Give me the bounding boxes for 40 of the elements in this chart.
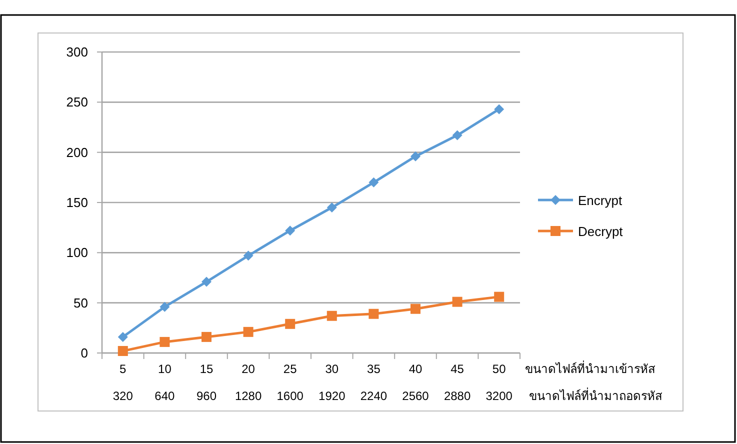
x-tick-label: 15 960 bbox=[196, 362, 217, 403]
x-tick-label: 30 1920 bbox=[318, 362, 346, 403]
point bbox=[494, 292, 504, 302]
y-tick-label: 150 bbox=[66, 195, 88, 210]
y-tick-label: 250 bbox=[66, 94, 88, 110]
point bbox=[118, 346, 128, 356]
x-tick-label: 20 1280 bbox=[234, 362, 262, 403]
y-tick-label: 50 bbox=[74, 295, 88, 310]
x-tick-label: 10 640 bbox=[154, 362, 176, 403]
point bbox=[243, 250, 254, 261]
x-tick-label: 5 320 bbox=[112, 362, 134, 403]
point bbox=[285, 226, 296, 236]
point bbox=[452, 130, 462, 140]
x-tick-label: 50 3200 bbox=[486, 362, 513, 403]
x-axis-title: ขนาดไฟล์ที่นำมาเข้ารหัส ขนาดไฟล์ที่นำมาถอดรหัส bbox=[525, 360, 663, 403]
point bbox=[368, 177, 379, 188]
point bbox=[202, 332, 212, 342]
point bbox=[368, 308, 379, 319]
point bbox=[452, 296, 462, 307]
y-tick-label: 200 bbox=[66, 144, 88, 160]
point bbox=[326, 202, 337, 213]
point bbox=[410, 151, 420, 162]
point bbox=[326, 310, 337, 321]
y-tick-label: 300 bbox=[66, 44, 88, 60]
point bbox=[118, 332, 128, 342]
x-tick-label: 35 2240 bbox=[360, 362, 388, 403]
point bbox=[494, 104, 504, 114]
point bbox=[160, 336, 170, 347]
legend-label: Decrypt bbox=[578, 224, 624, 239]
point bbox=[285, 318, 296, 329]
x-tick-label: 25 1600 bbox=[276, 362, 304, 403]
y-tick-label: 0 bbox=[80, 346, 88, 360]
point bbox=[243, 326, 254, 337]
x-tick-label: 45 2880 bbox=[444, 362, 471, 403]
point bbox=[202, 276, 212, 287]
x-tick-label: 40 2560 bbox=[402, 362, 430, 403]
point bbox=[160, 302, 170, 312]
y-tick-label: 100 bbox=[66, 245, 88, 260]
legend-label: Encrypt bbox=[578, 193, 622, 208]
point bbox=[410, 304, 420, 314]
